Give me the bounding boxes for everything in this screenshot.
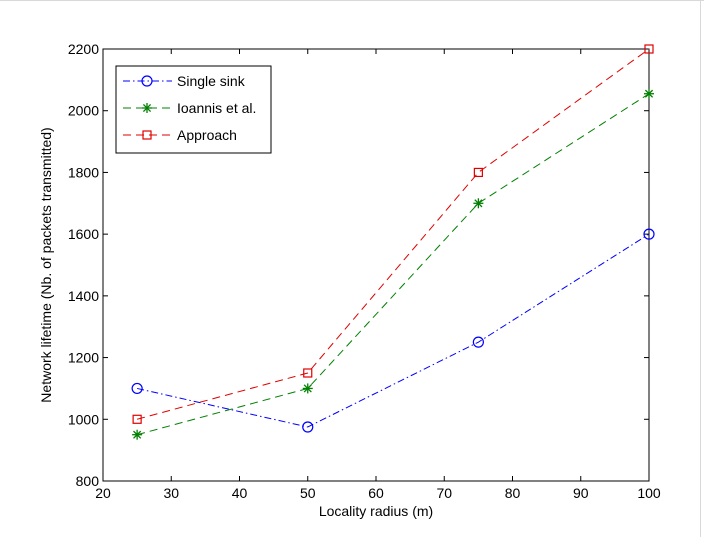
data-point-0-3: [643, 228, 655, 240]
y-tick-label: 1400: [68, 288, 99, 304]
data-point-1-0: [132, 429, 143, 440]
window-border-right: [700, 0, 701, 537]
x-tick-label: 20: [95, 485, 111, 501]
legend-label-1: Ioannis et al.: [177, 100, 256, 116]
y-axis-label: Network lifetime (Nb. of packets transmi…: [38, 127, 54, 402]
series-line-0: [137, 233, 650, 428]
x-axis-label: Locality radius (m): [319, 503, 433, 519]
x-tick-label: 80: [505, 485, 521, 501]
data-point-2-1: [303, 368, 313, 378]
data-point-1-2: [473, 198, 484, 209]
legend-marker-1: [142, 103, 152, 113]
data-point-1-1: [302, 383, 313, 394]
x-tick-label: 60: [368, 485, 384, 501]
legend-label-0: Single sink: [177, 73, 246, 89]
y-tick-label: 1600: [68, 226, 99, 242]
series-layer: [131, 44, 655, 440]
legend-marker-2: [142, 130, 152, 140]
y-tick-label: 1200: [68, 350, 99, 366]
x-tick-label: 90: [573, 485, 589, 501]
data-point-0-1: [302, 421, 314, 433]
y-tick-label: 2000: [68, 103, 99, 119]
legend-marker-0: [141, 75, 153, 87]
y-tick-label: 1800: [68, 164, 99, 180]
data-point-2-0: [132, 414, 142, 424]
x-tick-label: 70: [436, 485, 452, 501]
x-tick-label: 30: [163, 485, 179, 501]
data-point-0-2: [472, 336, 484, 348]
x-tick-label: 40: [232, 485, 248, 501]
data-point-1-3: [644, 88, 654, 99]
y-tick-label: 2200: [68, 41, 99, 57]
legend-label-2: Approach: [177, 127, 237, 143]
x-tick-label: 100: [637, 485, 661, 501]
y-tick-label: 1000: [68, 411, 99, 427]
axis-ticks: 20 30 40 50 60 70 80 90 100 800 1000 1200 1400 1600 18…: [68, 41, 661, 501]
legend: Single sink Ioannis et al. Approach: [115, 65, 272, 154]
y-tick-label: 800: [76, 473, 100, 489]
window-border-top: [0, 0, 704, 1]
data-point-2-3: [644, 44, 654, 54]
data-point-2-2: [473, 167, 483, 178]
data-point-0-0: [131, 382, 143, 395]
x-tick-label: 50: [300, 485, 316, 501]
series-line-1: [136, 93, 650, 436]
